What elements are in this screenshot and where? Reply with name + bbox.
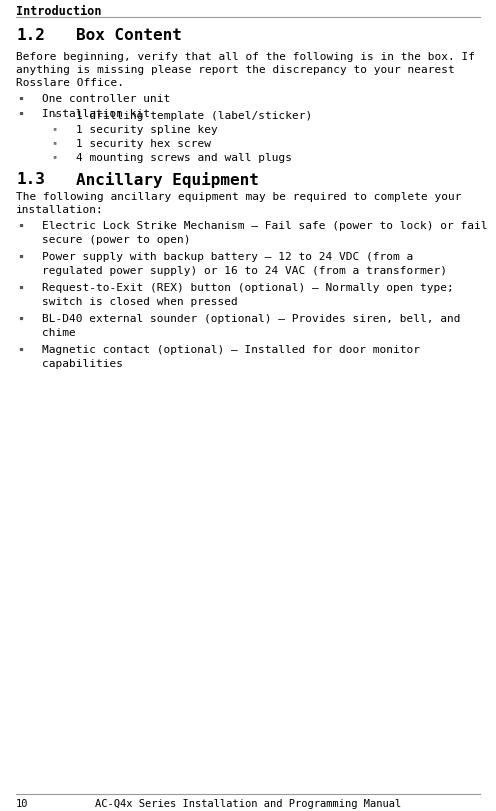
- Text: capabilities: capabilities: [42, 358, 123, 368]
- Text: BL-D40 external sounder (optional) – Provides siren, bell, and: BL-D40 external sounder (optional) – Pro…: [42, 314, 460, 324]
- Text: Installation kit: Installation kit: [42, 109, 150, 119]
- Text: anything is missing please report the discrepancy to your nearest: anything is missing please report the di…: [16, 65, 455, 75]
- Text: ▪: ▪: [52, 125, 56, 131]
- Text: regulated power supply) or 16 to 24 VAC (from a transformer): regulated power supply) or 16 to 24 VAC …: [42, 266, 447, 276]
- Text: Power supply with backup battery – 12 to 24 VDC (from a: Power supply with backup battery – 12 to…: [42, 251, 413, 262]
- Text: 1 drilling template (label/sticker): 1 drilling template (label/sticker): [76, 111, 312, 121]
- Text: ▪: ▪: [18, 283, 23, 292]
- Text: One controller unit: One controller unit: [42, 94, 170, 104]
- Text: ▪: ▪: [52, 152, 56, 159]
- Text: installation:: installation:: [16, 204, 104, 215]
- Text: AC-Q4x Series Installation and Programming Manual: AC-Q4x Series Installation and Programmi…: [95, 798, 401, 808]
- Text: switch is closed when pressed: switch is closed when pressed: [42, 297, 238, 307]
- Text: ▪: ▪: [52, 139, 56, 145]
- Text: Before beginning, verify that all of the following is in the box. If: Before beginning, verify that all of the…: [16, 52, 475, 62]
- Text: ▪: ▪: [18, 251, 23, 260]
- Text: ▪: ▪: [18, 345, 23, 354]
- Text: 4 mounting screws and wall plugs: 4 mounting screws and wall plugs: [76, 152, 292, 163]
- Text: Rosslare Office.: Rosslare Office.: [16, 78, 124, 88]
- Text: secure (power to open): secure (power to open): [42, 234, 190, 245]
- Text: ▪: ▪: [18, 94, 23, 103]
- Text: The following ancillary equipment may be required to complete your: The following ancillary equipment may be…: [16, 191, 461, 202]
- Text: 1 security hex screw: 1 security hex screw: [76, 139, 211, 148]
- Text: Introduction: Introduction: [16, 5, 102, 18]
- Text: Box Content: Box Content: [76, 28, 182, 43]
- Text: Electric Lock Strike Mechanism – Fail safe (power to lock) or fail: Electric Lock Strike Mechanism – Fail sa…: [42, 221, 488, 230]
- Text: 1.3: 1.3: [16, 172, 45, 187]
- Text: Magnetic contact (optional) – Installed for door monitor: Magnetic contact (optional) – Installed …: [42, 345, 420, 354]
- Text: chime: chime: [42, 328, 76, 337]
- Text: ▪: ▪: [52, 111, 56, 117]
- Text: ▪: ▪: [18, 109, 23, 118]
- Text: 1.2: 1.2: [16, 28, 45, 43]
- Text: 1 security spline key: 1 security spline key: [76, 125, 218, 135]
- Text: Ancillary Equipment: Ancillary Equipment: [76, 172, 259, 188]
- Text: ▪: ▪: [18, 221, 23, 230]
- Text: ▪: ▪: [18, 314, 23, 323]
- Text: Request-to-Exit (REX) button (optional) – Normally open type;: Request-to-Exit (REX) button (optional) …: [42, 283, 454, 293]
- Text: 10: 10: [16, 798, 28, 808]
